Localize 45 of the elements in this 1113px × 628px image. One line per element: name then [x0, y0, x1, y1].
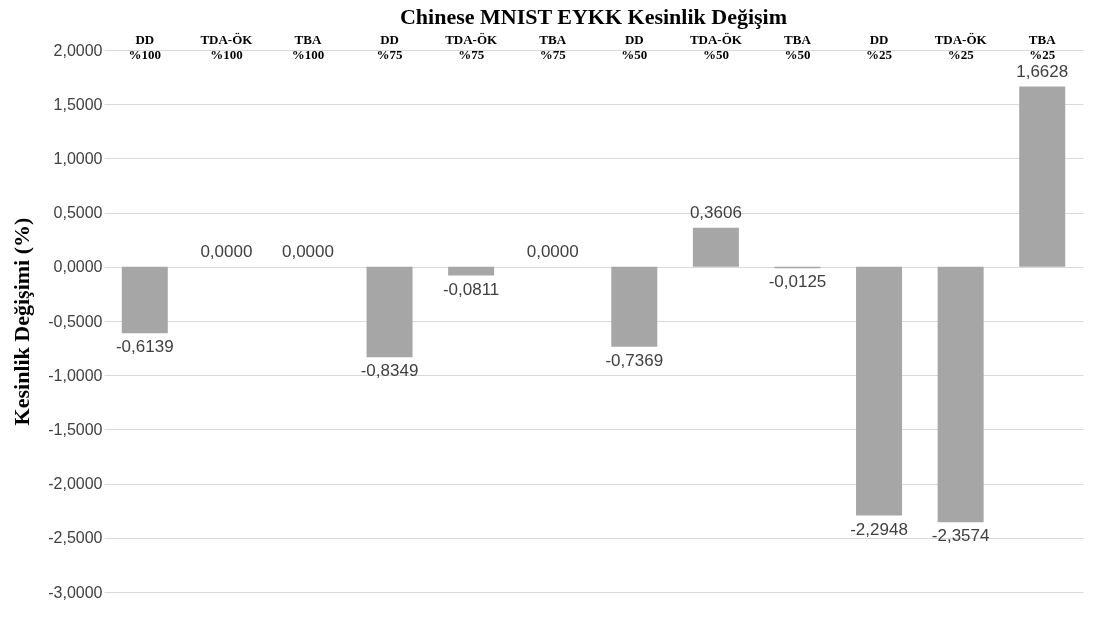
data-label: 0,0000	[526, 241, 579, 261]
x-tick-label: DD %100	[128, 31, 162, 62]
data-label: 0,0000	[200, 241, 253, 261]
data-label: -2,3574	[931, 526, 990, 546]
x-tick-label: DD %75	[376, 31, 404, 62]
bar	[937, 266, 984, 523]
x-tick-label: TBA %25	[1028, 31, 1057, 62]
x-tick-label: TDA-ÖK %75	[445, 31, 499, 62]
y-tick-label: -2,5000	[48, 529, 103, 547]
bar	[366, 266, 413, 358]
y-tick-label: 0,0000	[53, 258, 103, 276]
x-tick-label: TBA %50	[784, 31, 812, 62]
bar	[611, 266, 658, 347]
data-label: -0,0125	[768, 272, 827, 292]
data-label: -0,7369	[605, 350, 664, 370]
x-tick-label: TBA %75	[539, 31, 567, 62]
data-label: -0,8349	[360, 361, 419, 381]
y-tick-label: -3,0000	[48, 583, 103, 601]
data-label: 1,6628	[1016, 61, 1069, 81]
x-tick-label: TDA-ÖK %50	[689, 31, 743, 62]
data-label: -0,6139	[115, 337, 174, 357]
data-label: 0,0000	[281, 241, 334, 261]
bar	[1019, 86, 1066, 267]
y-tick-label: 1,0000	[53, 149, 103, 167]
chart-title: Chinese MNIST EYKK Kesinlik Değişim	[399, 4, 788, 29]
y-tick-label: -1,0000	[48, 366, 103, 384]
bar	[121, 266, 168, 334]
x-tick-label: DD %50	[621, 31, 648, 62]
y-tick-label: 1,5000	[53, 95, 103, 113]
bar	[448, 266, 495, 276]
y-tick-label: 0,5000	[53, 204, 103, 222]
y-tick-label: 2,0000	[53, 41, 103, 59]
y-tick-label: -0,5000	[48, 312, 103, 330]
data-label: -2,2948	[850, 519, 908, 539]
y-axis-title: Kesinlik Değişimi (%)	[9, 217, 35, 426]
y-tick-label: -1,5000	[48, 420, 103, 438]
y-tick-label: -2,0000	[48, 475, 103, 493]
data-label: -0,0811	[442, 279, 500, 299]
x-tick-label: TDA-ÖK %100	[200, 31, 254, 62]
bar	[692, 227, 739, 267]
x-tick-label: DD %25	[866, 31, 893, 62]
x-tick-label: TDA-ÖK %25	[934, 31, 988, 62]
x-tick-label: TBA %100	[291, 31, 325, 62]
bar	[856, 266, 903, 516]
data-label: 0,3606	[689, 202, 742, 222]
